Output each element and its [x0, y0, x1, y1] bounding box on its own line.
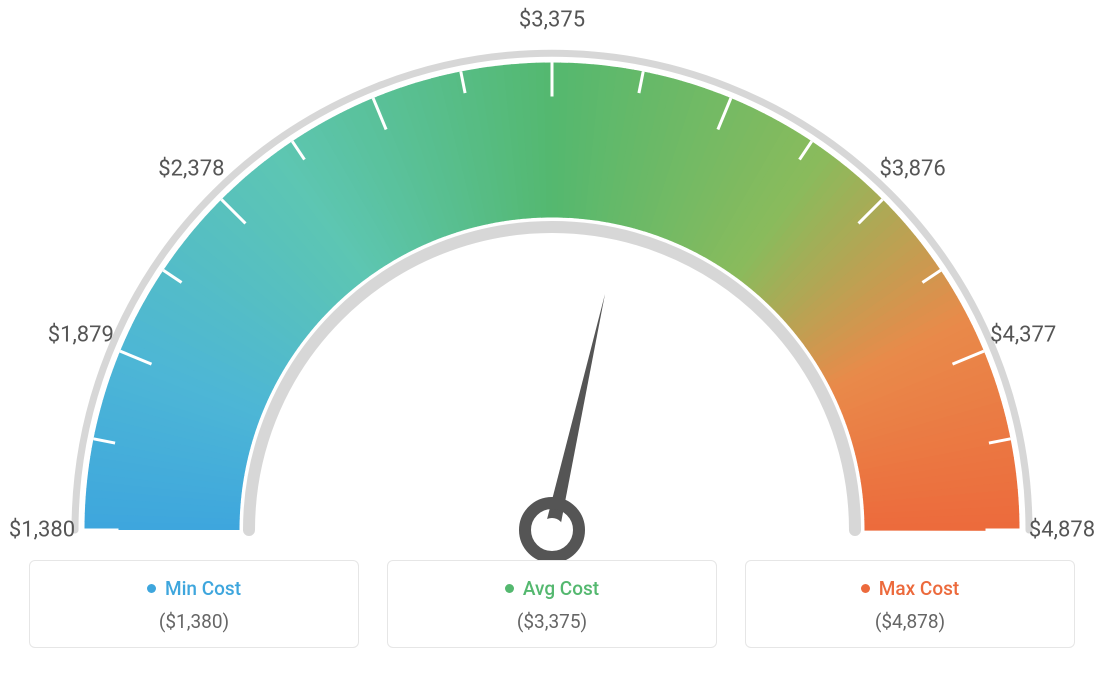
legend-title-min: Min Cost [147, 577, 241, 600]
legend-label: Min Cost [165, 577, 241, 600]
gauge-tick-label: $1,380 [9, 518, 75, 543]
gauge-tick-label: $3,375 [519, 8, 585, 33]
gauge-tick-label: $2,378 [158, 157, 224, 182]
legend-label: Max Cost [879, 577, 959, 600]
gauge-tick-label: $1,879 [48, 322, 114, 347]
legend-label: Avg Cost [523, 577, 599, 600]
gauge-tick-label: $4,377 [990, 322, 1056, 347]
legend-value-avg: ($3,375) [400, 610, 704, 633]
legend-row: Min Cost ($1,380) Avg Cost ($3,375) Max … [0, 560, 1104, 648]
dot-icon [147, 584, 156, 593]
legend-value-max: ($4,878) [758, 610, 1062, 633]
legend-title-avg: Avg Cost [505, 577, 599, 600]
legend-title-max: Max Cost [861, 577, 959, 600]
dot-icon [505, 584, 514, 593]
legend-value-min: ($1,380) [42, 610, 346, 633]
dot-icon [861, 584, 870, 593]
legend-card-max: Max Cost ($4,878) [745, 560, 1075, 648]
gauge-svg [0, 0, 1104, 560]
cost-gauge: $1,380 $1,879 $2,378 $3,375 $3,876 $4,377 $4,8… [0, 0, 1104, 560]
legend-card-min: Min Cost ($1,380) [29, 560, 359, 648]
gauge-tick-label: $4,878 [1029, 518, 1095, 543]
legend-card-avg: Avg Cost ($3,375) [387, 560, 717, 648]
gauge-tick-label: $3,876 [880, 157, 946, 182]
